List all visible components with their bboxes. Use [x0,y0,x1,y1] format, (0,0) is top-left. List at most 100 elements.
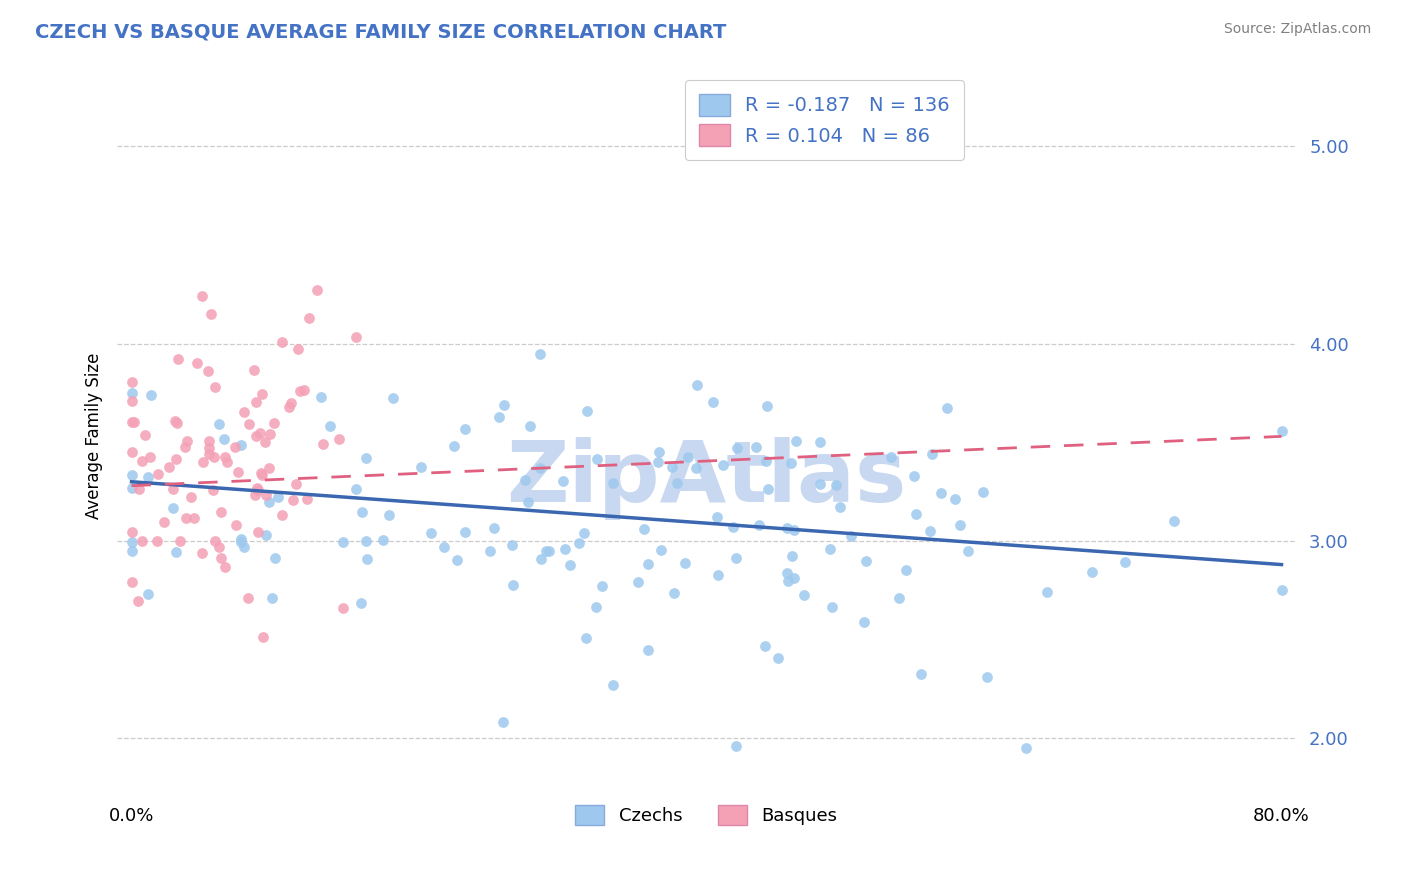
Point [249,426,271,441]
Point [127,594,149,608]
Point [723,520,745,534]
Point [214,560,236,574]
Point [121,575,143,590]
Point [250,466,273,480]
Point [267,491,290,505]
Point [725,442,748,456]
Point [793,588,815,602]
Point [482,521,505,535]
Point [633,522,655,536]
Point [204,534,226,549]
Point [776,521,799,535]
Point [1035,584,1057,599]
Point [821,600,844,615]
Point [271,508,294,522]
Point [197,447,219,461]
Point [328,433,350,447]
Point [568,536,591,550]
Point [855,554,877,568]
Point [165,452,187,467]
Point [186,356,208,370]
Point [530,551,553,566]
Point [146,467,169,482]
Point [232,404,254,418]
Point [356,552,378,566]
Point [1081,565,1104,579]
Point [354,451,377,466]
Point [808,435,831,450]
Point [676,450,699,464]
Point [637,643,659,657]
Point [214,450,236,464]
Point [139,388,162,402]
Point [138,587,160,601]
Point [229,532,252,546]
Point [208,417,231,431]
Point [254,528,277,542]
Point [180,490,202,504]
Point [446,553,468,567]
Point [935,401,957,415]
Point [433,541,456,555]
Point [591,579,613,593]
Point [894,563,917,577]
Point [647,455,669,469]
Point [783,523,806,537]
Point [1270,582,1292,597]
Point [957,543,980,558]
Point [250,386,273,401]
Point [263,416,285,430]
Point [754,639,776,653]
Point [529,347,551,361]
Point [232,540,254,554]
Point [165,545,187,559]
Point [420,526,443,541]
Point [121,415,143,429]
Point [332,600,354,615]
Point [576,404,599,418]
Point [131,534,153,549]
Point [1015,740,1038,755]
Point [238,417,260,431]
Point [257,494,280,508]
Y-axis label: Average Family Size: Average Family Size [86,352,103,518]
Point [278,401,301,415]
Point [778,574,800,589]
Point [169,533,191,548]
Point [724,739,747,753]
Point [263,550,285,565]
Point [711,458,734,472]
Point [918,524,941,538]
Point [252,630,274,644]
Point [246,481,269,495]
Point [1163,514,1185,528]
Point [193,455,215,469]
Point [755,453,778,467]
Point [215,455,238,469]
Point [976,670,998,684]
Point [200,307,222,321]
Point [271,335,294,350]
Text: ZipAtlas: ZipAtlas [506,437,907,520]
Point [231,438,253,452]
Point [780,456,803,470]
Point [627,575,650,590]
Point [174,440,197,454]
Point [202,450,225,465]
Point [229,534,252,549]
Point [382,391,405,405]
Point [121,385,143,400]
Point [204,380,226,394]
Point [706,567,728,582]
Point [887,591,910,606]
Point [673,557,696,571]
Point [207,540,229,554]
Point [285,477,308,491]
Point [318,419,340,434]
Point [138,450,160,464]
Legend: Czechs, Basques: Czechs, Basques [567,796,846,834]
Point [454,422,477,436]
Point [586,452,609,467]
Point [121,481,143,495]
Point [121,394,143,409]
